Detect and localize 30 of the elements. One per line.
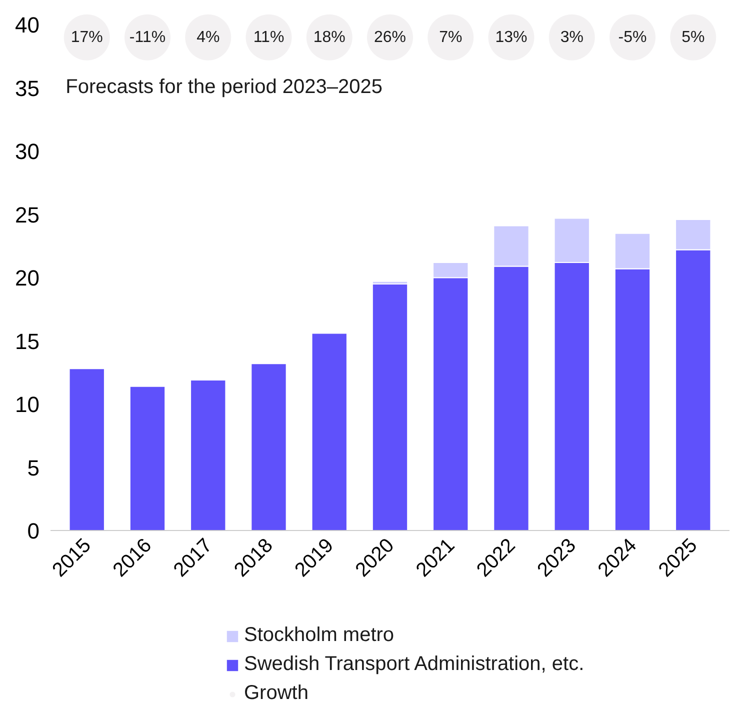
annotation: 5% [682, 28, 705, 46]
y-tick-label: 40 [15, 12, 40, 38]
annotation: 17% [70, 28, 103, 46]
annotation: 18% [313, 28, 346, 46]
annotation: 11% [253, 28, 284, 46]
annotation: 13% [495, 28, 528, 46]
legend-label: Stockholm metro [244, 624, 394, 647]
annotation: 3% [560, 28, 584, 46]
y-tick-label: 0 [27, 518, 40, 544]
y-tick-label: 30 [15, 139, 40, 164]
annotation: 4% [196, 28, 220, 46]
y-tick-label: 15 [15, 328, 40, 354]
annotation: 7% [439, 28, 462, 46]
annotation: -11% [129, 28, 166, 46]
y-tick-label: 25 [15, 202, 40, 228]
legend-label: Swedish Transport Administration, etc. [244, 653, 584, 676]
annotation: Forecasts for the period 2023–2025 [66, 76, 383, 98]
bar [190, 380, 226, 530]
bar [250, 363, 287, 530]
bar [68, 368, 105, 530]
y-tick-label: 20 [15, 266, 40, 291]
y-tick-label: 35 [15, 76, 40, 101]
annotation: -5% [618, 28, 647, 46]
legend-label: Growth [244, 682, 308, 705]
bar [129, 386, 166, 530]
bar [372, 283, 408, 530]
bar [311, 332, 348, 530]
annotation: 26% [374, 28, 406, 46]
y-tick-label: 5 [27, 455, 40, 480]
y-tick-label: 10 [15, 392, 40, 418]
